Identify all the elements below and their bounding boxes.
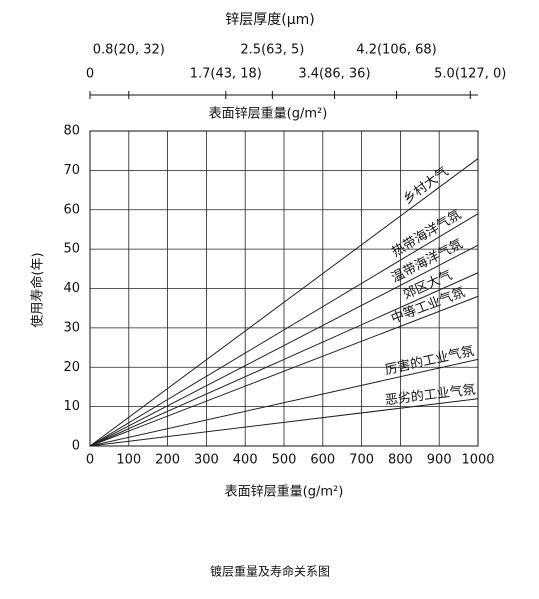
x2-tick-label: 0 <box>86 67 94 82</box>
x2-tick-label: 4.2(106, 68) <box>356 43 436 58</box>
x2-tick-label: 3.4(86, 36) <box>298 67 370 82</box>
y-tick-label: 0 <box>72 439 80 454</box>
series-line <box>89 398 479 447</box>
x-tick-label: 500 <box>272 453 297 468</box>
x-tick-label: 200 <box>155 453 180 468</box>
x2-tick-label: 5.0(127, 0) <box>434 67 506 82</box>
series-line <box>89 213 479 447</box>
x-label: 表面锌层重量(g/m²) <box>225 484 344 500</box>
x-tick-label: 900 <box>427 453 452 468</box>
x2-title: 锌层厚度(μm) <box>225 12 314 28</box>
plot-frame <box>89 130 479 447</box>
x-tick-label: 800 <box>388 453 413 468</box>
series-line <box>89 295 479 447</box>
x-tick-label: 700 <box>349 453 374 468</box>
x-tick-label: 100 <box>116 453 141 468</box>
series-line <box>89 244 479 447</box>
chart-title: 镀层重量及寿命关系图 <box>210 564 330 579</box>
y-label: 使用寿命(年) <box>30 252 46 327</box>
y-tick-label: 30 <box>63 320 80 335</box>
x-tick-label: 0 <box>86 453 94 468</box>
series-line <box>89 158 479 447</box>
series-line <box>89 358 479 447</box>
y-tick-label: 50 <box>63 242 80 257</box>
x-tick-label: 600 <box>310 453 335 468</box>
x-tick-label: 300 <box>194 453 219 468</box>
x-tick-label: 400 <box>233 453 258 468</box>
y-tick-label: 40 <box>63 281 80 296</box>
y-tick-label: 80 <box>63 124 80 139</box>
y-tick-label: 10 <box>63 399 80 414</box>
y-tick-label: 20 <box>63 360 80 375</box>
series-line <box>89 272 479 447</box>
x-tick-label: 1000 <box>461 453 494 468</box>
x2-tick-label: 2.5(63, 5) <box>240 43 304 58</box>
series-label: 厉害的工业气氛 <box>383 343 475 378</box>
y-tick-label: 70 <box>63 163 80 178</box>
x2-tick-label: 0.8(20, 32) <box>93 43 165 58</box>
x2-tick-label: 1.7(43, 18) <box>190 67 262 82</box>
x2-label: 表面锌层重量(g/m²) <box>209 106 328 122</box>
y-tick-label: 60 <box>63 202 80 217</box>
